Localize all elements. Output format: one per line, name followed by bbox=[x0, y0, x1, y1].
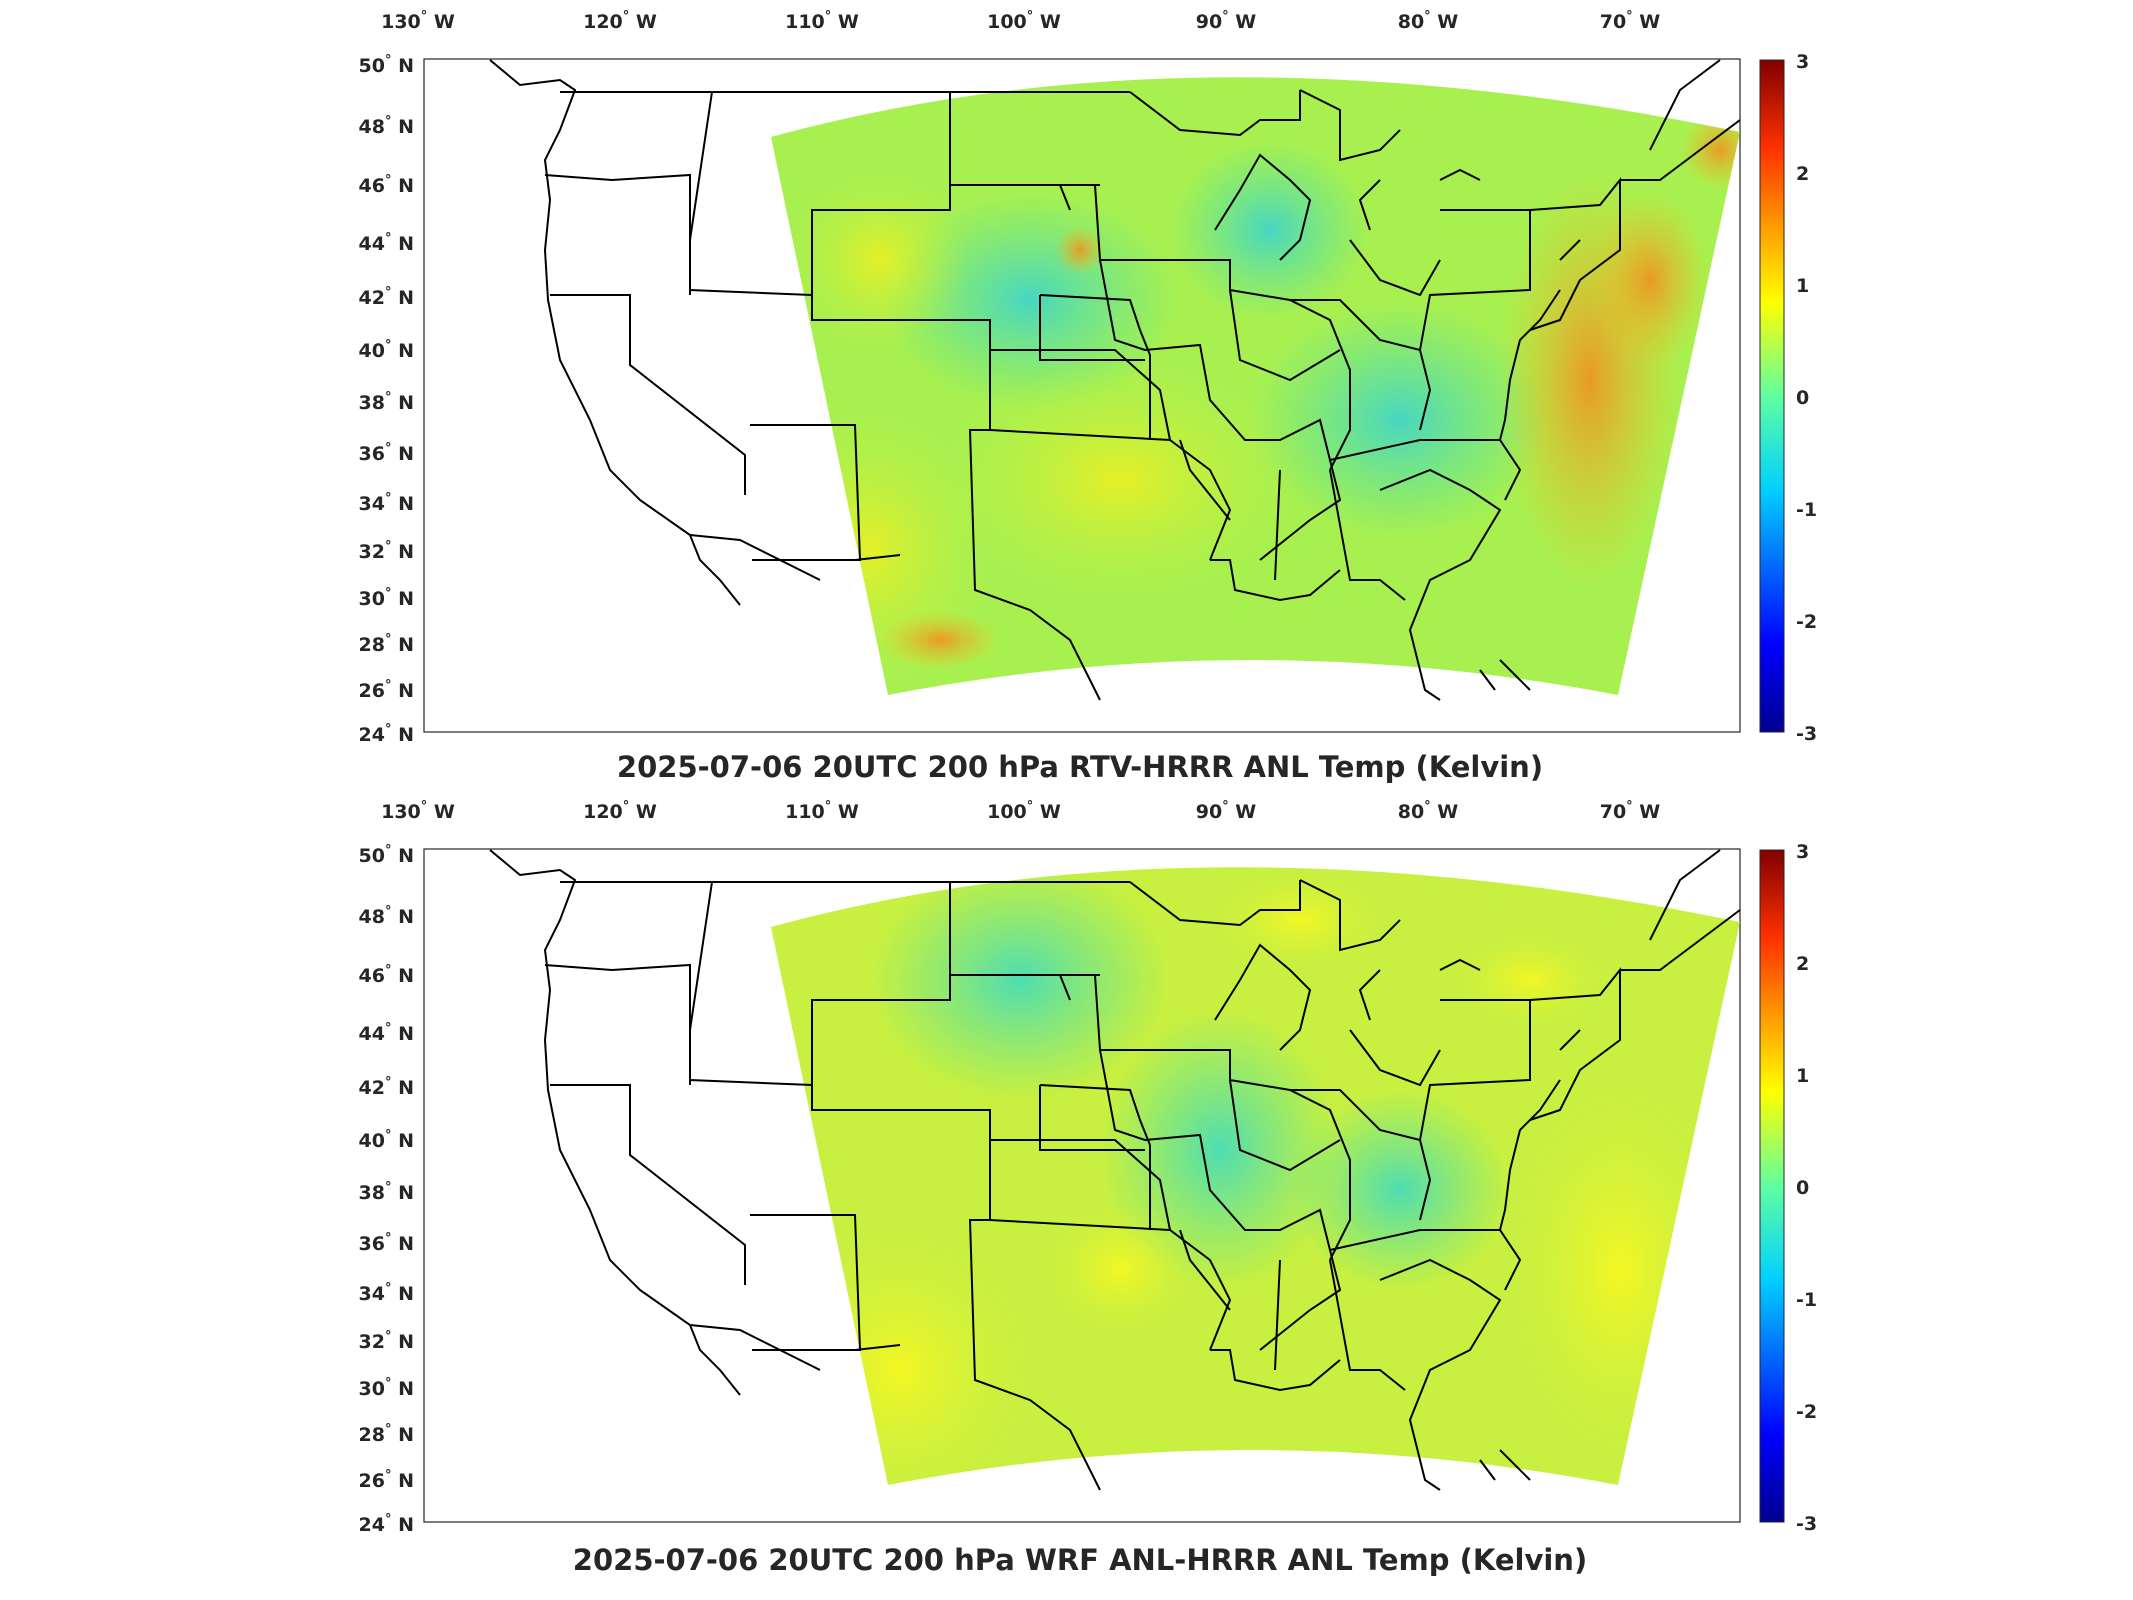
lat-tick-label: 26° N bbox=[359, 1468, 414, 1492]
lat-tick-label: 36° N bbox=[359, 441, 414, 465]
lat-tick-label: 50° N bbox=[359, 53, 414, 77]
colorbar-tick-label: -2 bbox=[1796, 611, 1817, 633]
colorbar-tick-label: 2 bbox=[1796, 163, 1809, 185]
bottom-map-panel: 130° W 120° W 110° W 100° W 90° W 80° W … bbox=[0, 790, 2133, 1600]
colorbar-ramp bbox=[1759, 59, 1785, 733]
colorbar-tick-label: -1 bbox=[1796, 499, 1817, 521]
lat-tick-label: 28° N bbox=[359, 1422, 414, 1446]
colorbar: 3 2 1 0 -1 -2 -3 bbox=[1759, 841, 1817, 1535]
state-borders bbox=[489, 849, 1741, 1491]
lat-tick-label: 32° N bbox=[359, 539, 414, 563]
lat-tick-label: 44° N bbox=[359, 1021, 414, 1045]
colorbar-tick-label: 3 bbox=[1796, 51, 1809, 73]
longitude-axis: 130° W 120° W 110° W 100° W 90° W 80° W … bbox=[381, 9, 1660, 33]
lat-tick-label: 30° N bbox=[359, 1376, 414, 1400]
lat-tick-label: 46° N bbox=[359, 963, 414, 987]
colorbar-ramp bbox=[1759, 849, 1785, 1523]
longitude-axis: 130° W 120° W 110° W 100° W 90° W 80° W … bbox=[381, 799, 1660, 823]
colorbar-tick-label: 0 bbox=[1796, 1177, 1809, 1199]
colorbar-tick-label: -3 bbox=[1796, 1513, 1817, 1535]
colorbar-tick-label: 2 bbox=[1796, 953, 1809, 975]
lat-tick-label: 50° N bbox=[359, 843, 414, 867]
lon-tick-label: 90° W bbox=[1196, 9, 1257, 33]
colorbar: 3 2 1 0 -1 -2 -3 bbox=[1759, 51, 1817, 745]
lon-tick-label: 70° W bbox=[1600, 9, 1661, 33]
colorbar-tick-label: -2 bbox=[1796, 1401, 1817, 1423]
lon-tick-label: 100° W bbox=[987, 9, 1061, 33]
lat-tick-label: 24° N bbox=[359, 722, 414, 746]
latitude-axis: 50° N 48° N 46° N 44° N 42° N 40° N 38° … bbox=[359, 843, 414, 1536]
lat-tick-label: 42° N bbox=[359, 1075, 414, 1099]
lat-tick-label: 46° N bbox=[359, 173, 414, 197]
lon-tick-label: 130° W bbox=[381, 799, 455, 823]
lat-tick-label: 40° N bbox=[359, 1128, 414, 1152]
lon-tick-label: 120° W bbox=[583, 9, 657, 33]
state-borders bbox=[489, 59, 1741, 701]
lat-tick-label: 48° N bbox=[359, 114, 414, 138]
map-title: 2025-07-06 20UTC 200 hPa WRF ANL-HRRR AN… bbox=[573, 1543, 1587, 1577]
lon-tick-label: 70° W bbox=[1600, 799, 1661, 823]
lon-tick-label: 100° W bbox=[987, 799, 1061, 823]
lat-tick-label: 48° N bbox=[359, 904, 414, 928]
lat-tick-label: 24° N bbox=[359, 1512, 414, 1536]
lat-tick-label: 34° N bbox=[359, 1281, 414, 1305]
lon-tick-label: 110° W bbox=[785, 9, 859, 33]
lon-tick-label: 110° W bbox=[785, 799, 859, 823]
lat-tick-label: 40° N bbox=[359, 338, 414, 362]
lon-tick-label: 80° W bbox=[1398, 9, 1459, 33]
colorbar-tick-label: 3 bbox=[1796, 841, 1809, 863]
lon-tick-label: 90° W bbox=[1196, 799, 1257, 823]
top-map-panel: 130° W 120° W 110° W 100° W 90° W 80° W … bbox=[0, 0, 2133, 790]
colorbar-tick-label: -1 bbox=[1796, 1289, 1817, 1311]
lat-tick-label: 32° N bbox=[359, 1329, 414, 1353]
lat-tick-label: 36° N bbox=[359, 1231, 414, 1255]
latitude-axis: 50° N 48° N 46° N 44° N 42° N 40° N 38° … bbox=[359, 53, 414, 746]
lat-tick-label: 42° N bbox=[359, 285, 414, 309]
temperature-difference-field bbox=[771, 867, 1740, 1485]
lat-tick-label: 38° N bbox=[359, 1180, 414, 1204]
colorbar-tick-label: 1 bbox=[1796, 1065, 1809, 1087]
lon-tick-label: 130° W bbox=[381, 9, 455, 33]
bottom-map-figure: 130° W 120° W 110° W 100° W 90° W 80° W … bbox=[359, 799, 1818, 1577]
lat-tick-label: 34° N bbox=[359, 491, 414, 515]
colorbar-tick-label: 0 bbox=[1796, 387, 1809, 409]
lat-tick-label: 26° N bbox=[359, 678, 414, 702]
map-title: 2025-07-06 20UTC 200 hPa RTV-HRRR ANL Te… bbox=[617, 750, 1543, 784]
lat-tick-label: 44° N bbox=[359, 231, 414, 255]
lon-tick-label: 120° W bbox=[583, 799, 657, 823]
colorbar-tick-label: 1 bbox=[1796, 275, 1809, 297]
lat-tick-label: 28° N bbox=[359, 632, 414, 656]
lat-tick-label: 30° N bbox=[359, 586, 414, 610]
lon-tick-label: 80° W bbox=[1398, 799, 1459, 823]
top-map-figure: 130° W 120° W 110° W 100° W 90° W 80° W … bbox=[359, 9, 1818, 784]
lat-tick-label: 38° N bbox=[359, 390, 414, 414]
colorbar-tick-label: -3 bbox=[1796, 723, 1817, 745]
